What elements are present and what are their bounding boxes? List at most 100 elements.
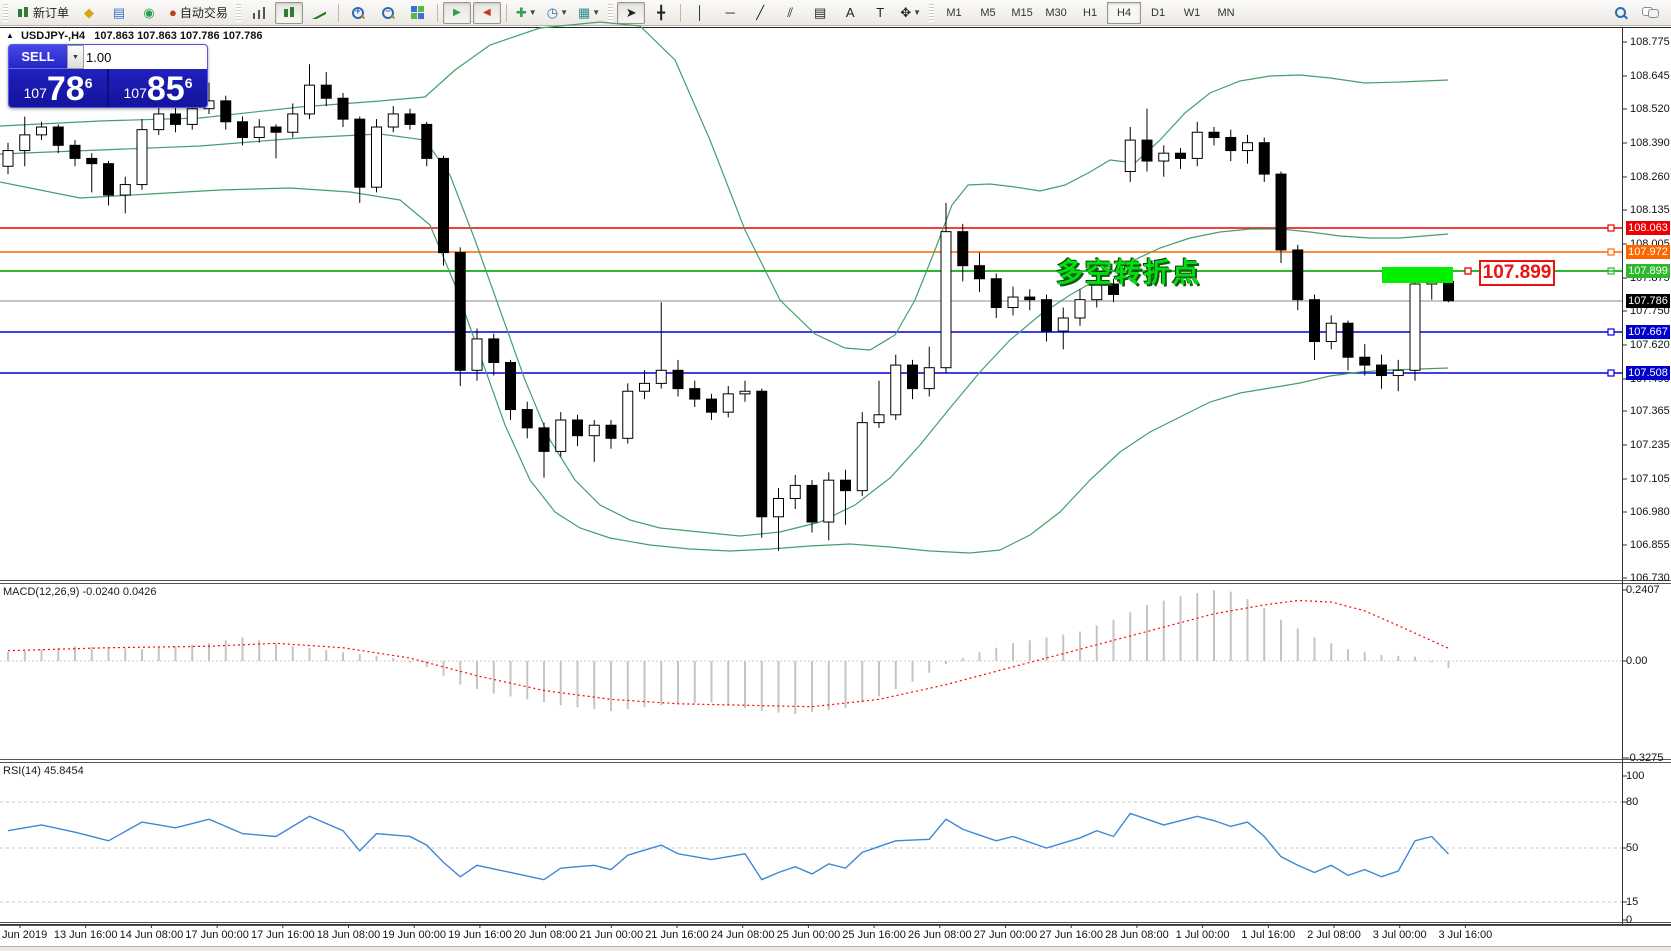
candle-body — [19, 134, 31, 152]
candle-body — [655, 369, 667, 384]
candle-body — [588, 424, 600, 437]
candle-body — [119, 184, 131, 196]
candle-body — [974, 265, 985, 280]
timeframe-h1[interactable]: H1 — [1083, 6, 1098, 19]
candle-body — [1208, 131, 1220, 138]
zoom-out-button[interactable]: − — [374, 2, 402, 24]
level-handle-108.063 — [1607, 224, 1615, 232]
vertical-line-tool[interactable]: │ — [686, 2, 714, 24]
candle-body — [689, 388, 701, 400]
candle-body — [1392, 369, 1404, 377]
timeframe-w1[interactable]: W1 — [1183, 6, 1201, 19]
candle-body — [186, 108, 198, 125]
price-axis-tick: 107.105 — [1630, 473, 1670, 485]
radar-icon: ◉ — [143, 5, 155, 20]
chat-icon — [1642, 6, 1659, 19]
candle-body — [840, 479, 851, 492]
auto-scroll-button[interactable]: ▶ — [442, 1, 471, 24]
templates-button[interactable]: ▦ ▼ — [574, 2, 604, 24]
collapse-arrow-icon[interactable]: ▲ — [6, 31, 14, 40]
candlestick-mode-button[interactable] — [274, 1, 303, 24]
new-order-button[interactable]: 新订单 — [12, 2, 73, 24]
price-axis-line — [1622, 27, 1623, 924]
timeframe-m15[interactable]: M15 — [1011, 6, 1033, 19]
toolbar-grip3[interactable] — [608, 3, 614, 22]
volume-input[interactable] — [84, 45, 207, 69]
price-flag-label[interactable]: 107.899 — [1479, 260, 1555, 286]
candle-body — [1258, 142, 1270, 175]
price-axis-tick: 107.365 — [1630, 405, 1670, 417]
timeframe-m1[interactable]: M1 — [946, 6, 962, 19]
trendline-tool[interactable]: ╱ — [746, 2, 774, 24]
macd-rsi-divider — [0, 759, 1671, 760]
price-axis-tick: 106.855 — [1630, 539, 1670, 551]
candle-body — [572, 419, 583, 437]
macd-label: MACD(12,26,9) -0.0240 0.0426 — [3, 586, 157, 598]
timeframe-mn[interactable]: MN — [1217, 6, 1235, 19]
timeframe-m5[interactable]: M5 — [980, 6, 996, 19]
candle-body — [69, 144, 81, 159]
candle-body — [1007, 296, 1019, 309]
channel-tool[interactable]: ⫽ — [776, 2, 804, 24]
green-rectangle-object — [1382, 267, 1453, 283]
timeframe-h4[interactable]: H4 — [1107, 1, 1142, 24]
timeframe-d1[interactable]: D1 — [1151, 6, 1166, 19]
text-label-tool[interactable]: T — [866, 2, 894, 24]
search-button[interactable] — [1606, 2, 1634, 24]
text-tool[interactable]: A — [836, 2, 864, 24]
main-macd-divider — [0, 580, 1671, 581]
candle-body — [1292, 249, 1304, 301]
horizontal-line-icon: ─ — [725, 5, 735, 20]
toolbar-grip2[interactable] — [235, 3, 241, 22]
trade-history-button[interactable]: ◆ — [75, 2, 103, 24]
periods-caret-icon: ▼ — [560, 8, 568, 17]
toolbar-grip4[interactable] — [929, 3, 935, 22]
candle-body — [639, 382, 650, 392]
auto-trading-button[interactable]: ● 自动交易 — [165, 2, 232, 24]
time-axis-label: 21 Jun 16:00 — [645, 929, 709, 941]
volume-decrease-button[interactable]: ▼ — [67, 45, 84, 69]
candle-body — [672, 369, 684, 390]
crosshair-tool-button[interactable]: ╋ — [647, 2, 675, 24]
price-axis-tick: 108.775 — [1630, 36, 1670, 48]
fibonacci-tool[interactable]: ▤ — [806, 2, 834, 24]
search-icon — [1613, 6, 1627, 20]
indicators-button[interactable]: ✚ ▼ — [512, 2, 541, 24]
chart-annotation-text[interactable]: 多空转折点 — [1056, 258, 1201, 288]
timeframe-m30[interactable]: M30 — [1045, 6, 1067, 19]
candle-body — [1091, 283, 1103, 301]
channel-icon: ⫽ — [787, 5, 794, 20]
cursor-icon: ➤ — [625, 5, 637, 20]
candle-body — [1041, 299, 1052, 332]
time-axis-label: 19 Jun 16:00 — [448, 929, 512, 941]
time-axis-label: 24 Jun 08:00 — [710, 929, 775, 941]
candle-body — [505, 361, 516, 411]
signals-button[interactable]: ▤ — [105, 2, 133, 24]
news-button[interactable]: ◉ — [135, 2, 163, 24]
periods-button[interactable]: ◷ ▼ — [543, 2, 572, 24]
toolbar-grip[interactable] — [3, 3, 8, 22]
candle-body — [36, 126, 47, 136]
fibonacci-icon: ▤ — [814, 5, 827, 20]
sell-button[interactable]: SELL — [9, 45, 67, 69]
cursor-tool-button[interactable]: ➤ — [617, 1, 646, 24]
candle-body — [907, 364, 918, 390]
bar-chart-mode-button[interactable] — [245, 2, 273, 24]
arrows-caret-icon: ▼ — [913, 8, 922, 17]
rsi-axis-tick: 80 — [1626, 796, 1639, 808]
chart-shift-button[interactable]: ◀ — [472, 1, 501, 24]
bollinger-middle — [0, 133, 1449, 537]
buy-price-sup: 6 — [184, 75, 193, 91]
horizontal-line-tool[interactable]: ─ — [716, 2, 744, 24]
buy-price[interactable]: 107 85 6 — [109, 69, 207, 107]
candle-body — [337, 97, 349, 120]
rsi-line — [7, 812, 1450, 881]
sell-price[interactable]: 107 78 6 — [9, 69, 109, 107]
zoom-in-button[interactable]: + — [344, 2, 372, 24]
arrows-tool[interactable]: ✥ ▼ — [896, 2, 925, 24]
candle-body — [153, 113, 165, 131]
tile-windows-button[interactable] — [404, 2, 432, 24]
chat-button[interactable] — [1636, 2, 1664, 24]
